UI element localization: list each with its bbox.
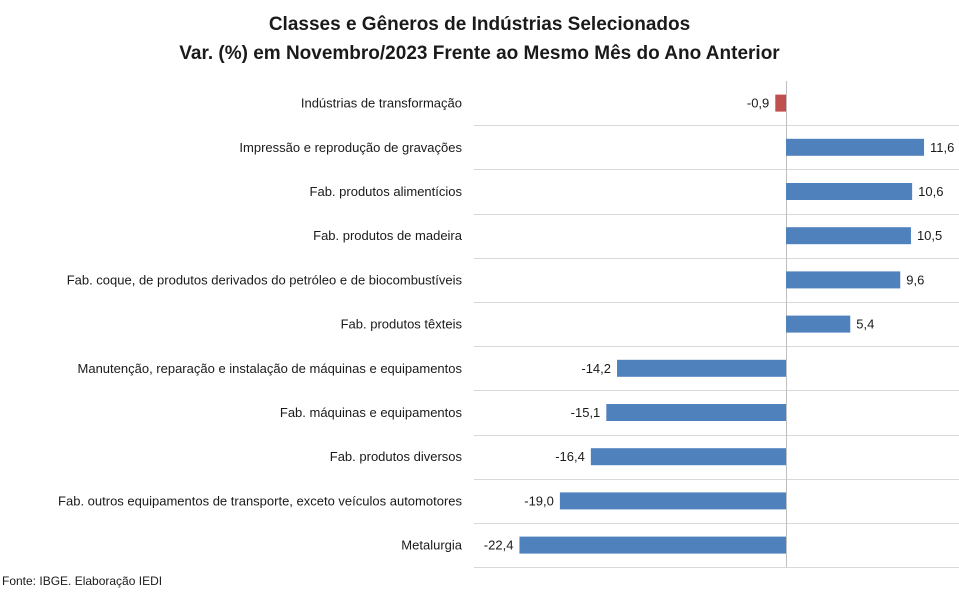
category-label: Fab. produtos alimentícios [310,184,463,199]
data-label: -15,1 [571,405,601,420]
data-label: 10,6 [918,184,943,199]
source-note: Fonte: IBGE. Elaboração IEDI [2,574,163,588]
bar [786,227,911,245]
category-label: Fab. produtos têxteis [341,317,463,332]
data-label: 10,5 [917,228,942,243]
category-label: Fab. produtos de madeira [313,228,463,243]
bar [786,315,851,333]
labels: Indústrias de transformação -0,9 Impressão… [58,96,954,553]
chart-title-block: Classes e Gêneros de Indústrias Selecion… [0,10,959,68]
bar [786,138,925,156]
chart-subtitle: Var. (%) em Novembro/2023 Frente ao Mesm… [179,43,780,64]
category-label: Impressão e reprodução de gravações [239,140,462,155]
data-label: -0,9 [747,96,769,111]
category-label: Fab. coque, de produtos derivados do pet… [67,272,463,287]
bar [617,359,786,377]
bar [606,404,786,421]
data-label: -14,2 [581,361,611,376]
bar [786,183,913,200]
data-label: 11,6 [930,140,954,155]
bars [519,94,925,554]
category-label: Fab. outros equipamentos de transporte, … [58,493,462,508]
category-label: Indústrias de transformação [301,96,462,111]
bar [590,448,786,466]
bar [519,536,786,554]
data-label: 9,6 [906,272,924,287]
category-label: Manutenção, reparação e instalação de má… [78,361,463,376]
bar [559,492,786,510]
gridlines [474,81,959,568]
data-label: 5,4 [856,317,874,332]
category-label: Metalurgia [401,538,462,553]
data-label: -22,4 [484,538,514,553]
data-label: -19,0 [524,493,554,508]
chart-title: Classes e Gêneros de Indústrias Selecion… [268,14,691,35]
data-label: -16,4 [555,449,585,464]
bar [786,271,901,289]
bar [775,94,786,112]
category-label: Fab. máquinas e equipamentos [280,405,463,420]
category-label: Fab. produtos diversos [330,449,463,464]
